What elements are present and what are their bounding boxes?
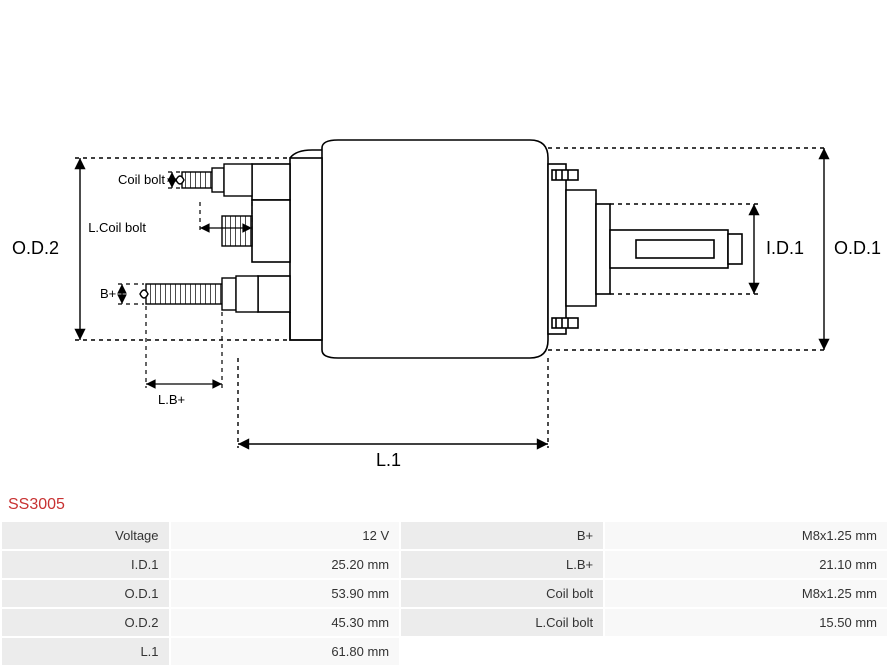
spec-row: I.D.125.20 mmL.B+21.10 mm: [1, 550, 888, 579]
spec-value: 53.90 mm: [170, 579, 401, 608]
label-coil-bolt: Coil bolt: [118, 172, 165, 187]
dimension-diagram: O.D.2 O.D.1 I.D.1 L.1: [0, 0, 889, 490]
spec-value: M8x1.25 mm: [604, 521, 888, 550]
spec-label: O.D.2: [1, 608, 170, 637]
spec-label: I.D.1: [1, 550, 170, 579]
part-code: SS3005: [0, 490, 889, 520]
spec-row: O.D.245.30 mmL.Coil bolt15.50 mm: [1, 608, 888, 637]
spec-table: Voltage12 VB+M8x1.25 mmI.D.125.20 mmL.B+…: [0, 520, 889, 667]
spec-label: L.B+: [400, 550, 604, 579]
label-id1: I.D.1: [766, 238, 804, 258]
label-od1: O.D.1: [834, 238, 881, 258]
label-od2: O.D.2: [12, 238, 59, 258]
spec-value: M8x1.25 mm: [604, 579, 888, 608]
label-b-plus: B+: [100, 286, 116, 301]
spec-row: O.D.153.90 mmCoil boltM8x1.25 mm: [1, 579, 888, 608]
label-l-coil-bolt: L.Coil bolt: [88, 220, 146, 235]
spec-label: B+: [400, 521, 604, 550]
spec-value: 21.10 mm: [604, 550, 888, 579]
spec-label: Coil bolt: [400, 579, 604, 608]
label-lb-plus: L.B+: [158, 392, 185, 407]
spec-label: Voltage: [1, 521, 170, 550]
spec-value: 15.50 mm: [604, 608, 888, 637]
spec-label: L.Coil bolt: [400, 608, 604, 637]
spec-value: 25.20 mm: [170, 550, 401, 579]
spec-label: O.D.1: [1, 579, 170, 608]
spec-row: Voltage12 VB+M8x1.25 mm: [1, 521, 888, 550]
spec-value: 12 V: [170, 521, 401, 550]
label-l1: L.1: [376, 450, 401, 470]
spec-value: 45.30 mm: [170, 608, 401, 637]
